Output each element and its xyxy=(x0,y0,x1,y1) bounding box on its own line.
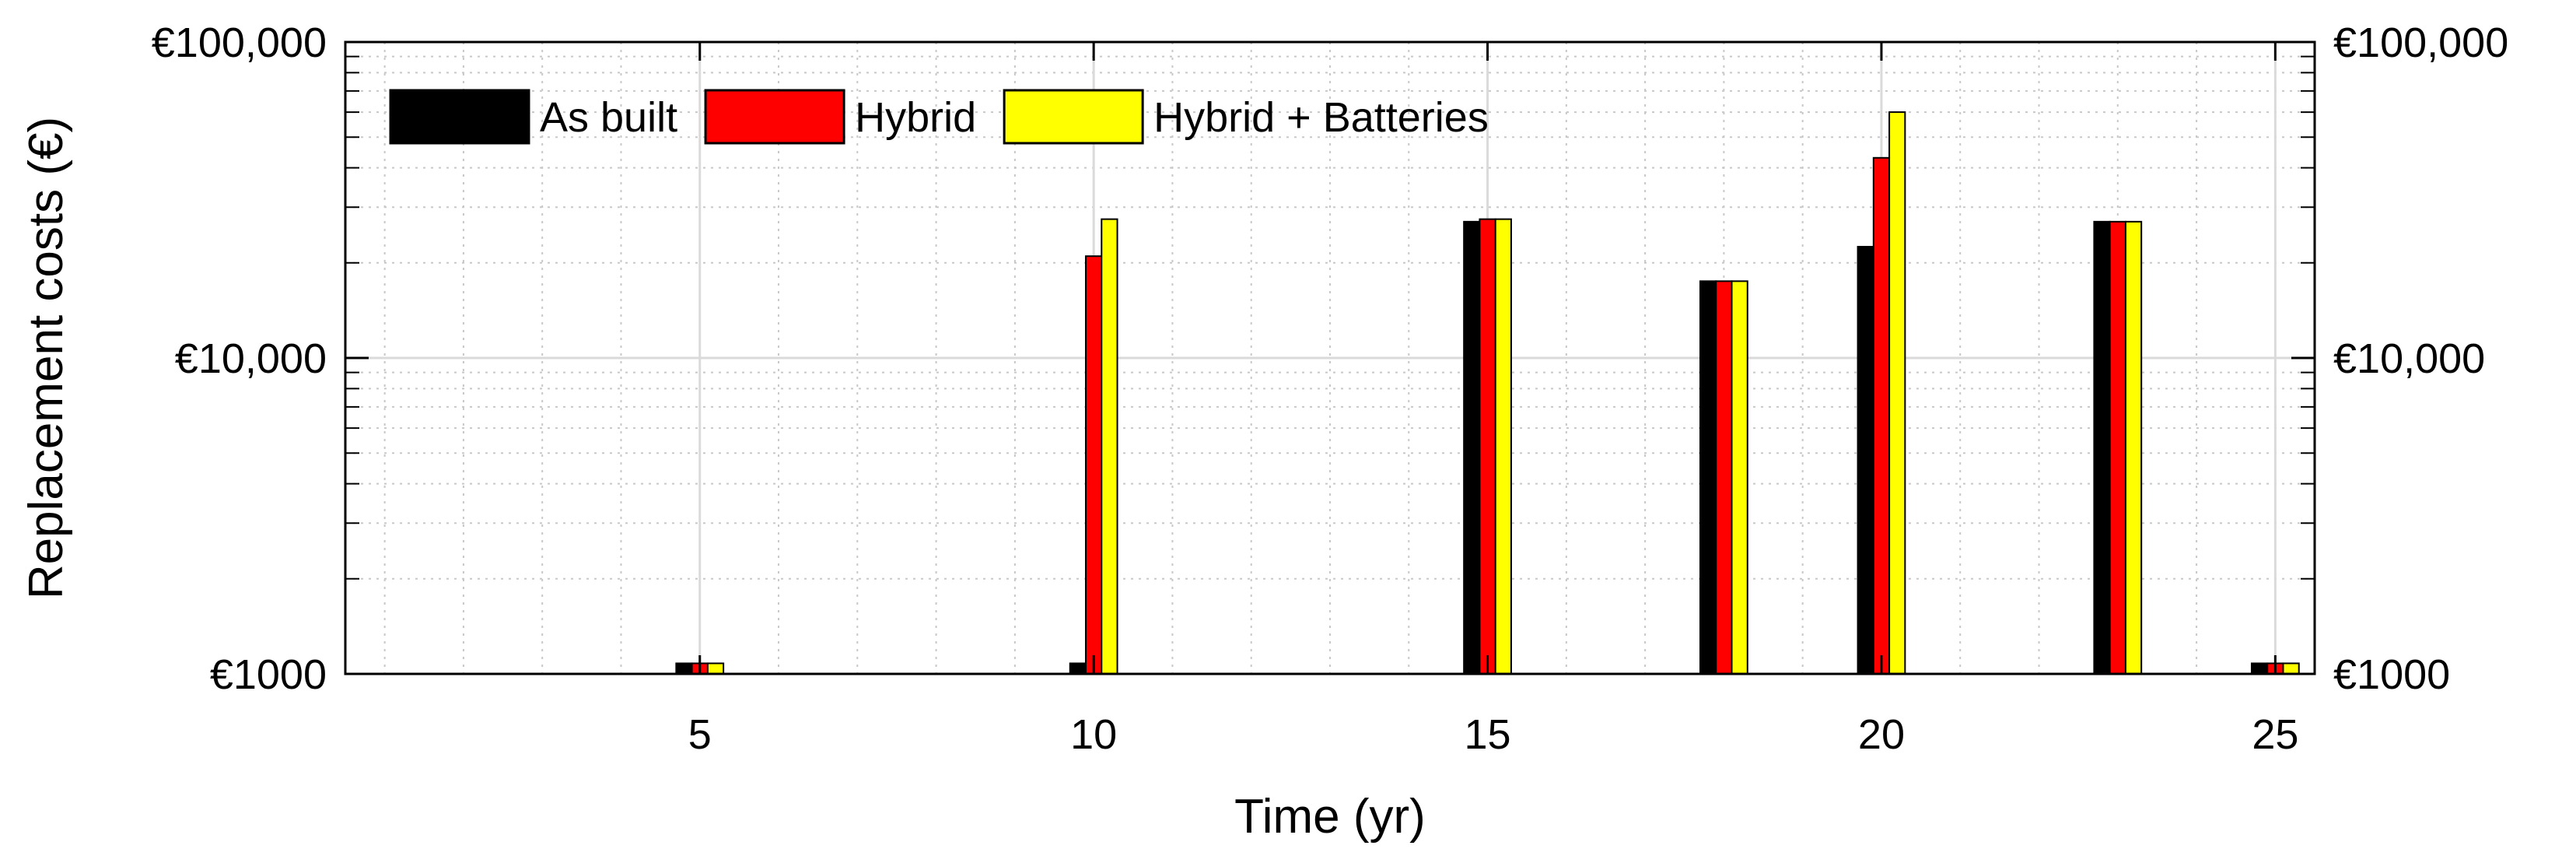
bar xyxy=(1731,280,1748,675)
x-tick-label: 10 xyxy=(1070,711,1117,758)
bar xyxy=(1888,111,1906,675)
bar xyxy=(2282,662,2300,675)
y-tick-label-right: €1000 xyxy=(2333,651,2450,698)
bar xyxy=(1857,246,1874,675)
bar xyxy=(1872,156,1891,675)
legend-swatch xyxy=(704,89,845,145)
legend-swatch xyxy=(389,89,530,145)
legend-label: As built xyxy=(540,94,677,141)
y-tick-label-left: €10,000 xyxy=(175,335,327,382)
y-axis-title: Replacement costs (€) xyxy=(19,117,73,599)
legend-label: Hybrid + Batteries xyxy=(1153,94,1489,141)
y-tick-label-right: €100,000 xyxy=(2333,19,2508,66)
x-axis-title: Time (yr) xyxy=(1234,790,1426,844)
y-tick-label-left: €1000 xyxy=(210,651,327,698)
bar xyxy=(1479,218,1496,675)
legend-label: Hybrid xyxy=(855,94,976,141)
y-tick-label-left: €100,000 xyxy=(152,19,327,66)
bar xyxy=(1069,662,1087,675)
legend-swatch xyxy=(1003,89,1144,145)
bar xyxy=(706,662,725,675)
y-tick-label-right: €10,000 xyxy=(2333,335,2485,382)
bar xyxy=(2250,662,2269,675)
x-tick-label: 5 xyxy=(688,711,712,758)
legend: As built Hybrid Hybrid + Batteries xyxy=(389,89,1489,145)
bars xyxy=(675,111,2300,675)
x-tick-label: 20 xyxy=(1858,711,1905,758)
bar xyxy=(2124,220,2143,675)
bar xyxy=(1494,218,1512,675)
bar xyxy=(2093,220,2111,675)
bar xyxy=(1085,255,1103,675)
bar xyxy=(675,662,693,675)
axis-ticks: 5 10 15 20 25 €1000 €1000 €10,000 €10,000 €100,00… xyxy=(152,19,2508,758)
bar xyxy=(1699,280,1717,675)
x-tick-label: 25 xyxy=(2252,711,2298,758)
bar xyxy=(1463,220,1481,675)
bar xyxy=(1715,280,1733,675)
bar xyxy=(2109,220,2126,675)
x-tick-label: 15 xyxy=(1465,711,1511,758)
bar xyxy=(1101,218,1118,675)
